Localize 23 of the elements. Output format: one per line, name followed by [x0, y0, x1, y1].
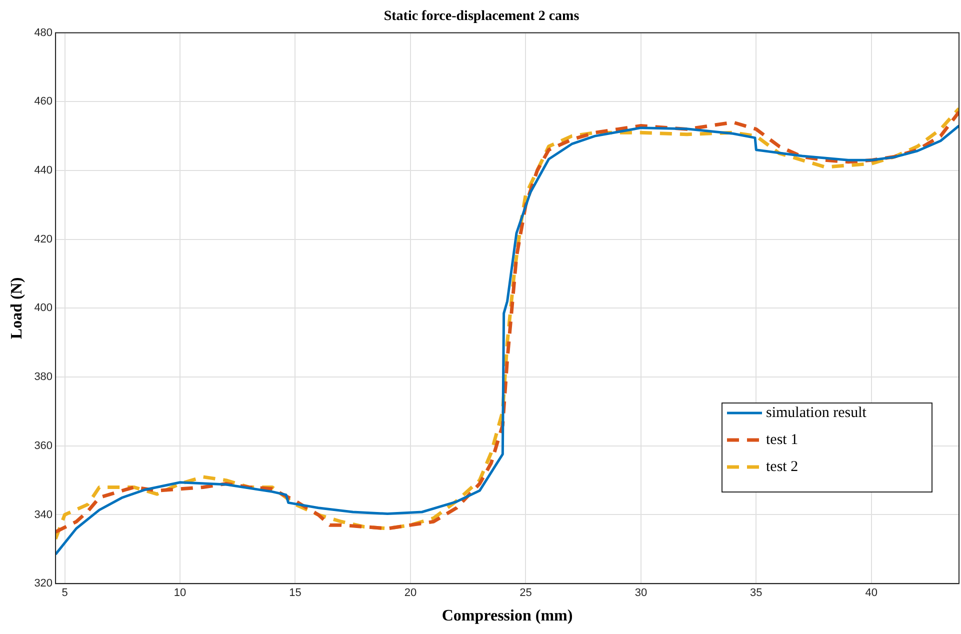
y-tick-label: 360: [34, 440, 53, 452]
y-tick-label: 380: [34, 371, 53, 384]
y-tick-label: 420: [34, 233, 53, 246]
legend-label: test 2: [766, 458, 798, 475]
chart-title: Static force-displacement 2 cams: [384, 9, 580, 24]
x-tick-label: 5: [62, 587, 68, 600]
x-tick-label: 10: [174, 587, 186, 600]
y-tick-label: 460: [34, 96, 53, 108]
x-tick-label: 30: [634, 587, 648, 600]
y-tick-label: 440: [34, 164, 53, 177]
x-tick-label: 35: [750, 587, 762, 600]
y-tick-label: 480: [34, 26, 53, 39]
x-tick-label: 40: [865, 587, 878, 600]
legend-label: test 1: [766, 432, 798, 448]
x-axis-title: Compression (mm): [442, 608, 573, 625]
x-tick-label: 15: [289, 587, 302, 600]
y-tick-label: 340: [34, 508, 53, 521]
x-tick-label: 25: [520, 587, 532, 600]
y-tick-label: 400: [34, 302, 53, 314]
y-tick-label: 320: [34, 578, 53, 590]
x-tick-label: 20: [404, 587, 417, 600]
legend-label: simulation result: [766, 404, 868, 421]
y-axis-title: Load (N): [8, 277, 26, 340]
